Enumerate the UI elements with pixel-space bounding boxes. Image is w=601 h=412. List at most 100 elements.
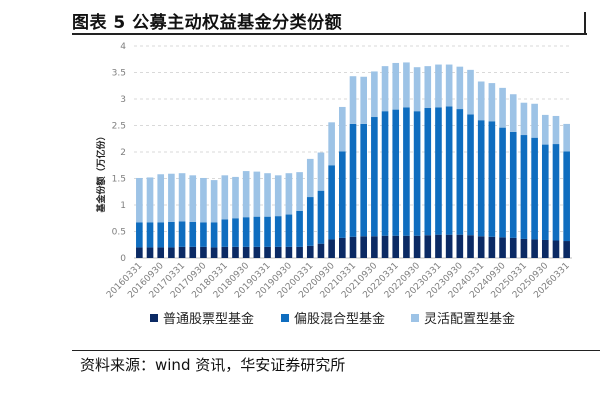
source-note: 资料来源：wind 资讯，华安证券研究所 [80,356,346,374]
bar-segment [552,144,560,241]
bar-segment [264,216,271,247]
bar-segment [242,171,250,218]
bar-segment [339,106,346,152]
bar-segment [339,151,346,238]
bar-segment [221,219,229,247]
bar-segment [189,246,197,258]
bar-segment [242,246,250,258]
bar-segment [296,172,303,211]
bar-segment [392,235,400,258]
y-tick-label: 3 [120,95,126,105]
bar-segment [445,64,453,107]
bar-segment [253,246,261,258]
bar-segment [435,107,442,235]
legend-label: 普通股票型基金 [163,311,254,327]
bar-segment [541,114,549,145]
bar-segment [210,180,218,223]
bar-segment [232,246,239,258]
bar-segment [360,236,367,258]
bar-segment [531,137,538,240]
bar-segment [136,177,143,223]
bar-segment [296,246,303,258]
legend-label: 灵活配置型基金 [424,311,515,327]
bar-segment [221,175,229,220]
bar-segment [253,216,261,247]
y-tick-label: 4 [120,42,126,52]
bar-segment [178,221,186,247]
y-tick-label: 1.5 [112,175,126,185]
bar-segment [306,245,314,258]
bar-segment [456,66,464,110]
bar-segment [467,69,474,115]
bar-segment [157,174,165,223]
bar-segment [381,66,389,112]
legend-swatch [150,314,158,322]
bar-segment [349,123,357,237]
bar-segment [189,221,197,247]
bar-segment [424,108,432,236]
legend-swatch [281,314,289,322]
bar-segment [435,234,442,258]
bar-segment [563,241,570,258]
bar-segment [328,122,335,166]
bar-segment [424,66,432,109]
bar-segment [210,222,218,248]
bar-segment [339,237,346,258]
bar-segment [488,121,496,237]
bar-segment [413,111,421,236]
bar-segment [146,177,154,223]
bar-segment [146,222,154,248]
bar-segment [360,123,367,237]
bar-segment [285,246,293,258]
bar-segment [221,246,229,258]
bar-segment [477,81,485,121]
x-axis-ticks: 2016033120160930201703312017093020180331… [105,261,572,301]
y-tick-label: 2 [120,148,126,158]
bar-segment [157,222,165,248]
bar-segment [264,173,271,217]
y-axis-ticks: 0 0.5 1 1.5 2 2.5 3 3.5 4 [112,42,127,264]
bar-segment [274,175,282,217]
bar-segment [168,173,175,222]
footer-rule [72,350,600,351]
bar-segment [456,234,464,258]
bar-segment [285,214,293,247]
bar-segment [467,235,474,258]
bar-segment [232,218,239,247]
bar-segment [328,165,335,240]
bar-segment [552,240,560,258]
bar-segment [146,247,154,258]
legend-label: 偏股混合型基金 [294,311,385,327]
bar-segment [477,236,485,258]
bar-segment [520,238,528,258]
header-rule [72,33,587,35]
y-tick-label: 3.5 [112,69,126,79]
bar-segment [403,107,410,236]
y-tick-label: 1 [120,201,126,211]
bar-segment [403,62,410,108]
bar-segment [477,120,485,237]
bar-segment [253,171,261,217]
bar-segment [317,152,325,191]
bar-segment [552,115,560,145]
bar-segment [360,76,367,124]
bar-segment [488,83,496,122]
chart-title: 图表 5 公募主动权益基金分类份额 [72,13,343,33]
bar-segment [499,87,506,128]
bar-segment [178,173,186,222]
bar-segment [168,247,175,258]
bar-segment [274,216,282,247]
bar-segment [392,62,400,110]
bar-segment [467,114,474,236]
bar-segment [189,175,197,222]
bar-segment [349,76,357,124]
header-right-tick [584,12,586,34]
bar-segment [136,247,143,258]
bar-segment [424,235,432,258]
bar-segment [531,103,538,138]
bar-segment [210,247,218,258]
bar-segment [520,102,528,136]
bar-segment [403,235,410,258]
bar-segment [371,71,378,118]
y-tick-label: 0.5 [112,228,126,238]
